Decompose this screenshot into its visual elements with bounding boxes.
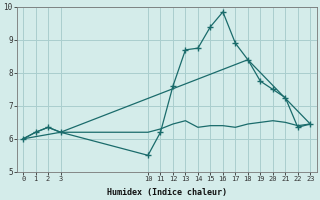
X-axis label: Humidex (Indice chaleur): Humidex (Indice chaleur) [107, 188, 227, 197]
